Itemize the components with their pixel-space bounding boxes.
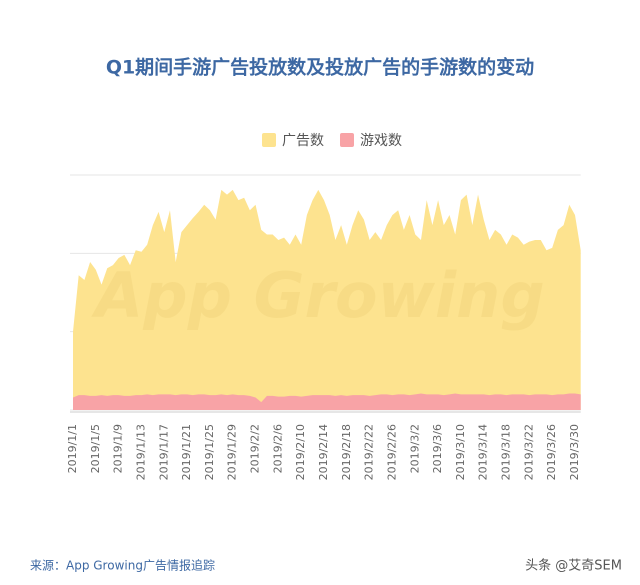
x-tick-label: 2019/3/14 bbox=[477, 424, 490, 480]
legend-swatch bbox=[340, 133, 354, 147]
x-tick-label: 2019/2/26 bbox=[385, 424, 398, 480]
legend: 广告数 游戏数 bbox=[262, 133, 402, 149]
x-tick-label: 2019/1/5 bbox=[89, 424, 102, 473]
x-tick-label: 2019/3/18 bbox=[500, 424, 513, 480]
x-tick-label: 2019/2/6 bbox=[271, 424, 284, 473]
area bbox=[73, 393, 581, 410]
x-tick-label: 2019/1/13 bbox=[134, 424, 147, 480]
x-tick-label: 2019/2/10 bbox=[294, 424, 307, 480]
legend-label: 游戏数 bbox=[360, 133, 402, 149]
x-tick-label: 2019/1/29 bbox=[226, 424, 239, 480]
chart-title: Q1期间手游广告投放数及投放广告的手游数的变动 bbox=[106, 56, 534, 79]
x-tick-label: 2019/1/25 bbox=[203, 424, 216, 480]
x-tick-label: 2019/1/17 bbox=[157, 424, 170, 480]
areas bbox=[73, 189, 581, 410]
x-tick-label: 2019/3/6 bbox=[431, 424, 444, 473]
x-tick-label: 2019/3/30 bbox=[568, 424, 581, 480]
x-tick-label: 2019/1/1 bbox=[66, 424, 79, 473]
x-tick-label: 2019/3/22 bbox=[522, 424, 535, 480]
x-tick-label: 2019/2/18 bbox=[340, 424, 353, 480]
legend-label: 广告数 bbox=[282, 133, 324, 149]
x-tick-label: 2019/3/26 bbox=[545, 424, 558, 480]
x-tick-label: 2019/2/2 bbox=[249, 424, 262, 473]
x-tick-label: 2019/2/14 bbox=[317, 424, 330, 480]
legend-swatch bbox=[262, 133, 276, 147]
source: 来源：App Growing广告情报追踪 bbox=[30, 558, 215, 573]
credit: 头条 @艾奇SEM bbox=[525, 558, 622, 574]
x-tick-label: 2019/1/9 bbox=[112, 424, 125, 473]
x-tick-label: 2019/2/22 bbox=[363, 424, 376, 480]
area bbox=[73, 189, 581, 410]
x-tick-label: 2019/3/10 bbox=[454, 424, 467, 480]
x-axis: 2019/1/1 2019/1/5 2019/1/9 2019/1/13 2019/1/… bbox=[66, 411, 581, 480]
x-tick-label: 2019/1/21 bbox=[180, 424, 193, 480]
watermark: App Growing bbox=[90, 259, 544, 332]
x-tick-label: 2019/3/2 bbox=[408, 424, 421, 473]
